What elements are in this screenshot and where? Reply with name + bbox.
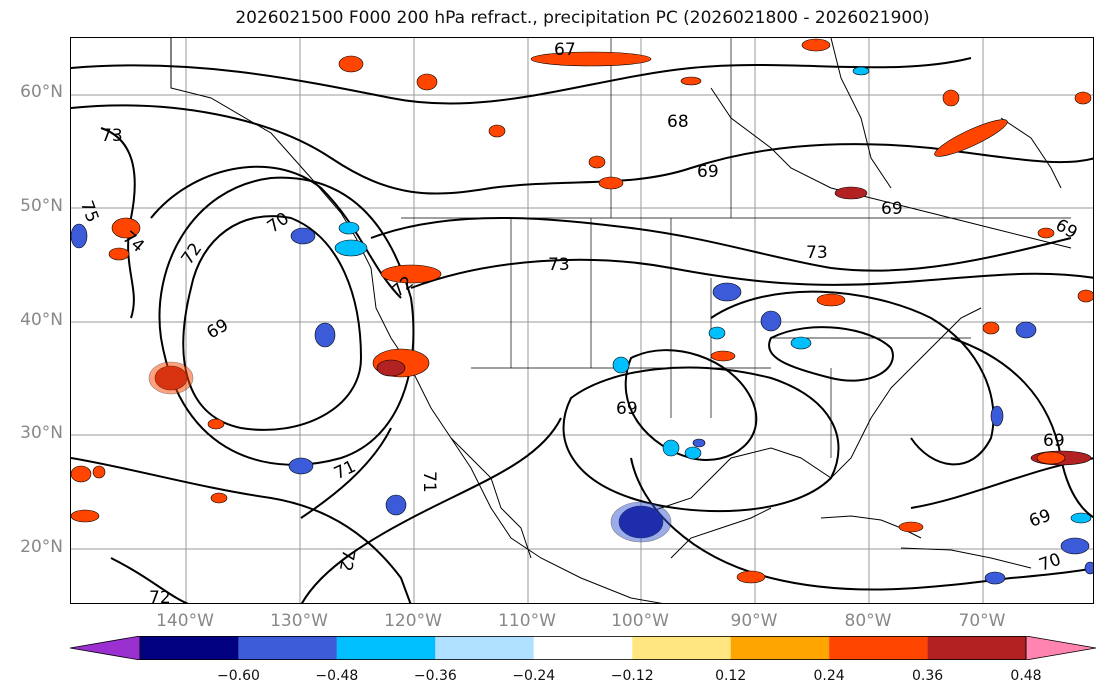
colorbar-bin: [829, 636, 928, 660]
contour-label-69b: 69: [881, 199, 903, 219]
contour-label-69d: 69: [616, 399, 638, 419]
lon-label-70w: 70°W: [958, 611, 1006, 631]
lat-label-20n: 20°N: [20, 537, 63, 557]
contour-label-70b: 70: [1037, 550, 1064, 576]
colorbar-tick-label: 0.48: [1010, 668, 1042, 684]
political-borders: [170, 38, 1071, 458]
lon-label-100w: 100°W: [611, 611, 669, 631]
lon-label-80w: 80°W: [844, 611, 892, 631]
contour-label-72d: 72: [149, 588, 171, 604]
colorbar-tick-label: −0.12: [610, 668, 654, 684]
refractivity-contours: [71, 57, 1093, 603]
colorbar-bin: [336, 636, 436, 660]
colorbar-outline: [139, 636, 1027, 660]
contour-label-69g: 69: [1052, 215, 1081, 243]
lat-label-60n: 60°N: [20, 82, 63, 102]
contour-label-75: 75: [76, 198, 102, 225]
contour-label-73c: 73: [806, 243, 828, 263]
contour-label-69f: 69: [1027, 506, 1054, 532]
precip-positive-areas: [71, 38, 1093, 584]
contour-label-70a: 70: [264, 209, 293, 238]
colorbar-bin: [435, 636, 534, 660]
map-title: 2026021500 F000 200 hPa refract., precip…: [235, 8, 930, 28]
lon-label-120w: 120°W: [384, 611, 442, 631]
colorbar-tick-label: 0.36: [911, 668, 944, 684]
lat-label-30n: 30°N: [20, 423, 63, 443]
contour-label-73a: 73: [101, 126, 123, 146]
colorbar-bin: [927, 636, 1026, 660]
precip-negative-areas: [71, 66, 1093, 585]
colorbar-tick-label: −0.24: [512, 668, 556, 684]
colorbar-tick-label: −0.36: [413, 668, 457, 684]
contour-label-69c: 69: [203, 315, 232, 343]
colorbar-extend-high: [1025, 635, 1097, 661]
contour-label-73b: 73: [548, 255, 570, 275]
contour-label-72a: 72: [178, 239, 207, 268]
contour-label-71b: 71: [419, 471, 439, 493]
colorbar-bin: [533, 636, 633, 660]
colorbar-svg: [69, 635, 1097, 661]
contour-label-72c: 72: [335, 548, 358, 573]
contour-label-67: 67: [554, 40, 576, 60]
colorbar-bin: [632, 636, 731, 660]
lon-label-110w: 110°W: [498, 611, 556, 631]
colorbar-bin: [730, 636, 830, 660]
contour-label-68: 68: [667, 112, 689, 132]
colorbar-bin: [238, 636, 337, 660]
lon-label-140w: 140°W: [156, 611, 214, 631]
lat-label-40n: 40°N: [20, 310, 63, 330]
colorbar: [69, 635, 1097, 661]
graticule: [71, 38, 1093, 603]
colorbar-extend-low: [69, 635, 141, 661]
lat-label-50n: 50°N: [20, 196, 63, 216]
colorbar-tick-label: 0.12: [715, 668, 747, 684]
map-plot-area: 67 68 69 69 73 75 74 72 70 69 73 72 73 6…: [70, 37, 1094, 604]
colorbar-tick-label: −0.48: [315, 668, 359, 684]
contour-label-69e: 69: [1043, 431, 1065, 451]
lon-label-130w: 130°W: [270, 611, 328, 631]
colorbar-bin: [140, 636, 239, 660]
colorbar-tick-label: −0.60: [216, 668, 260, 684]
lon-label-90w: 90°W: [730, 611, 778, 631]
contour-label-69a: 69: [697, 162, 719, 182]
contour-label-71a: 71: [331, 457, 359, 484]
map-canvas: 67 68 69 69 73 75 74 72 70 69 73 72 73 6…: [71, 38, 1093, 604]
colorbar-tick-label: 0.24: [813, 668, 845, 684]
